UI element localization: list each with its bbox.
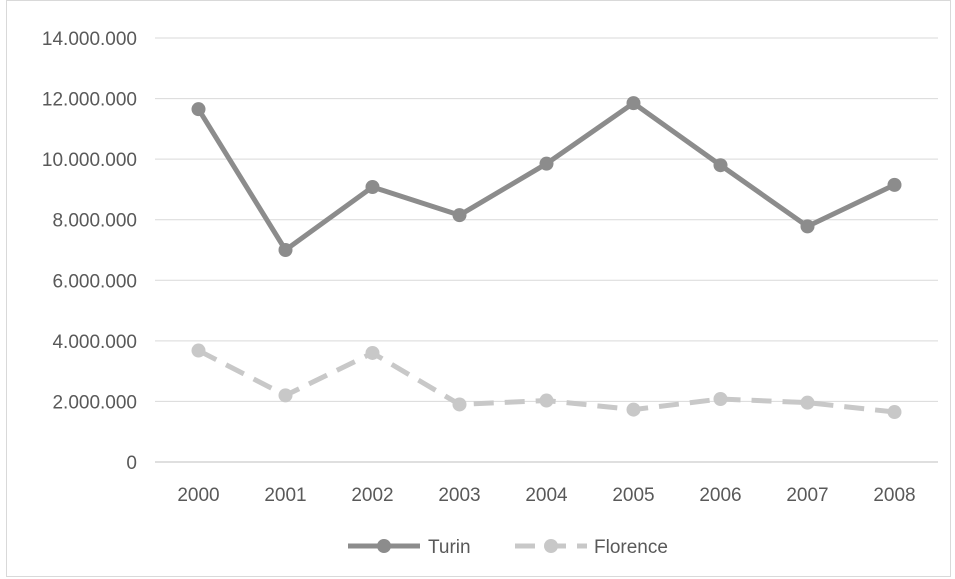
- data-point: [626, 96, 641, 111]
- data-point: [887, 405, 902, 420]
- chart-frame: [6, 0, 951, 577]
- y-tick-label: 10.000.000: [42, 150, 137, 171]
- data-point: [626, 402, 641, 417]
- data-point: [365, 180, 380, 195]
- legend: Turin Florence: [348, 537, 668, 558]
- legend-label: Turin: [428, 537, 471, 558]
- x-tick-label: 2006: [699, 485, 741, 506]
- series-line: [196, 100, 897, 253]
- y-tick-label: 6.000.000: [52, 271, 137, 292]
- y-tick-label: 0: [126, 453, 137, 474]
- y-axis-ticks: 0 2.000.000 4.000.000 6.000.000 8.000.000 10.…: [42, 29, 137, 474]
- x-tick-label: 2000: [177, 485, 219, 506]
- legend-item-turin: Turin: [348, 537, 471, 558]
- data-point: [191, 102, 206, 117]
- y-tick-label: 4.000.000: [52, 332, 137, 353]
- x-tick-label: 2003: [438, 485, 480, 506]
- series-group: [191, 96, 902, 420]
- data-point: [452, 397, 467, 412]
- data-point: [539, 393, 554, 408]
- data-point: [191, 343, 206, 358]
- series-turin: [191, 96, 902, 257]
- x-tick-label: 2007: [786, 485, 828, 506]
- y-tick-label: 12.000.000: [42, 90, 137, 111]
- data-point: [278, 243, 293, 257]
- data-point: [800, 395, 815, 410]
- y-tick-label: 14.000.000: [42, 29, 137, 50]
- data-point: [713, 158, 728, 173]
- y-tick-label: 2.000.000: [52, 392, 137, 413]
- legend-label: Florence: [594, 537, 668, 558]
- data-point: [800, 219, 815, 234]
- x-tick-label: 2004: [525, 485, 568, 506]
- x-axis-ticks: 2000 2001 2002 2003 2004 2005 2006 2007 2008: [177, 485, 915, 506]
- data-point: [365, 345, 380, 360]
- legend-item-florence: Florence: [515, 537, 668, 558]
- data-point: [713, 392, 728, 407]
- legend-marker: [544, 539, 558, 553]
- x-tick-label: 2002: [351, 485, 393, 506]
- series-florence: [191, 343, 902, 420]
- x-tick-label: 2008: [873, 485, 915, 506]
- x-tick-label: 2001: [264, 485, 306, 506]
- data-point: [539, 156, 554, 171]
- y-tick-label: 8.000.000: [52, 211, 137, 232]
- legend-marker: [377, 539, 391, 553]
- data-point: [278, 388, 293, 403]
- data-point: [452, 208, 467, 223]
- data-point: [887, 177, 902, 192]
- x-tick-label: 2005: [612, 485, 654, 506]
